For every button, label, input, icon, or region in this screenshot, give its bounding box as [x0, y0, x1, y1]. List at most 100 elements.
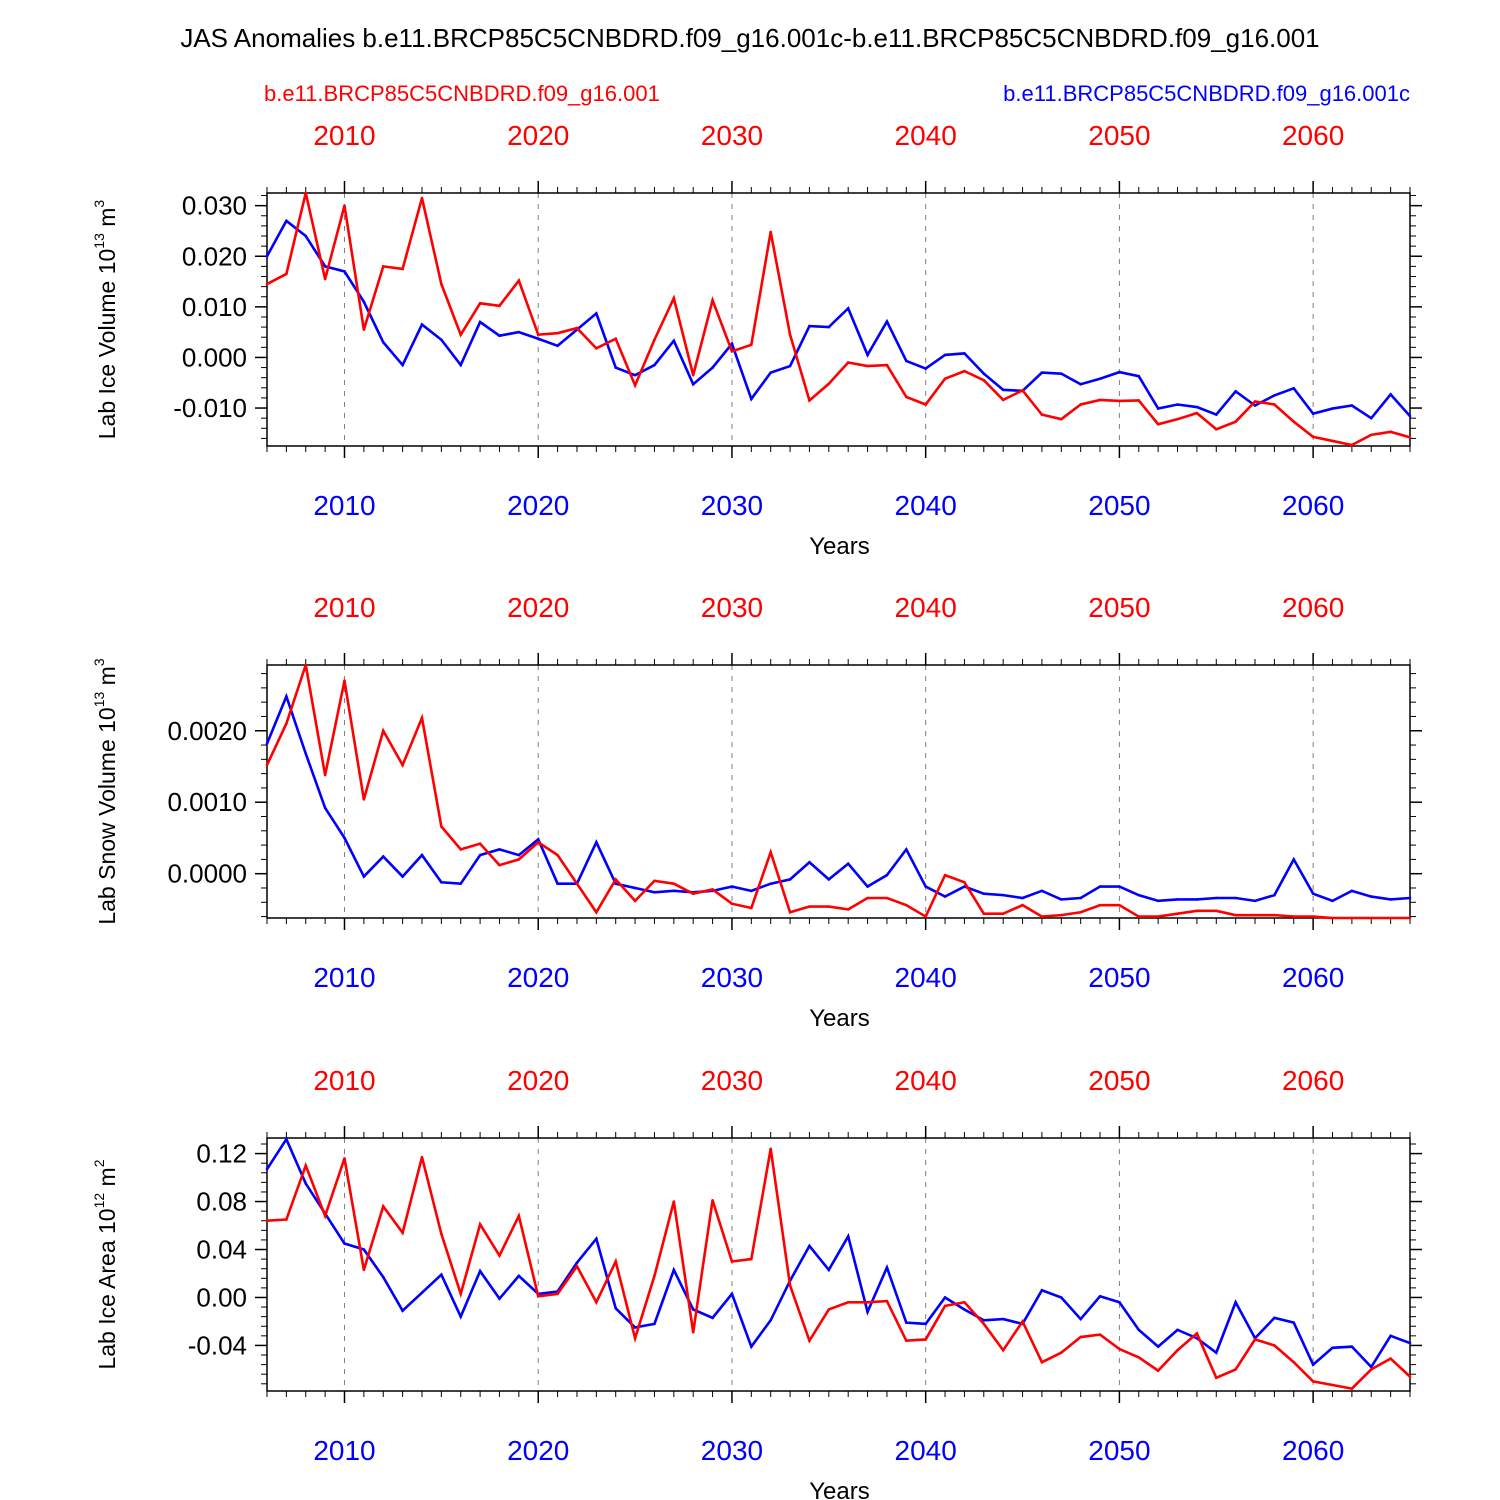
data-point: [1040, 1288, 1044, 1292]
y-tick-label: 0.08: [196, 1187, 247, 1217]
data-point: [1118, 903, 1121, 907]
data-point: [440, 825, 443, 828]
data-point: [672, 1268, 676, 1272]
data-point: [1408, 1341, 1412, 1345]
data-point: [536, 337, 540, 341]
data-point: [440, 1273, 443, 1276]
data-point: [556, 331, 559, 335]
data-point: [1001, 1348, 1005, 1352]
data-point: [517, 330, 521, 334]
data-point: [982, 1318, 986, 1322]
data-point: [1350, 443, 1354, 447]
y-axis-label-text: m: [94, 208, 120, 234]
data-point: [750, 343, 753, 347]
data-point: [982, 378, 986, 382]
data-point: [1079, 910, 1082, 914]
data-point: [556, 1292, 559, 1296]
x-tick-label-top: 2040: [895, 592, 957, 623]
data-point: [750, 397, 753, 401]
data-point: [924, 1322, 927, 1326]
data-point: [788, 364, 792, 368]
x-tick-label-top: 2050: [1088, 120, 1150, 151]
data-point: [362, 875, 366, 878]
data-point: [420, 196, 424, 200]
y-axis-label: Lab Ice Volume 1013 m3: [91, 200, 120, 440]
data-point: [1001, 388, 1005, 392]
data-point: [362, 798, 366, 801]
data-point: [1369, 895, 1373, 898]
data-point: [265, 254, 269, 258]
x-tick-label-top: 2060: [1282, 120, 1344, 151]
data-point: [575, 1261, 579, 1264]
y-tick-label: -0.04: [188, 1330, 247, 1360]
data-point: [536, 838, 540, 841]
data-point: [381, 1275, 385, 1279]
data-point: [1040, 889, 1044, 893]
data-point: [1195, 411, 1199, 415]
data-point: [478, 1223, 482, 1226]
plot-frame: [266, 1137, 1411, 1392]
data-point: [1331, 439, 1334, 443]
data-point: [730, 342, 734, 346]
y-axis-label-superscript: 3: [91, 658, 107, 666]
x-tick-label-bottom: 2030: [701, 962, 763, 993]
x-tick-label-top: 2050: [1088, 1065, 1150, 1096]
y-tick-label: 0.0020: [167, 716, 247, 746]
data-point: [498, 863, 501, 867]
x-tick-label-top: 2040: [895, 120, 957, 151]
data-point: [362, 1268, 366, 1272]
data-point: [498, 304, 501, 308]
x-tick-label-bottom: 2010: [313, 1435, 375, 1466]
data-point: [866, 364, 869, 368]
data-point: [769, 230, 772, 234]
data-point: [691, 382, 695, 386]
data-point: [905, 359, 908, 363]
data-point: [304, 1182, 308, 1185]
series-line-blue: [265, 1136, 1411, 1370]
data-point: [963, 369, 966, 373]
data-point: [1292, 858, 1296, 861]
data-point: [672, 339, 676, 343]
data-point: [730, 885, 734, 888]
data-point: [304, 663, 308, 667]
data-point: [1156, 1345, 1160, 1348]
data-point: [285, 695, 288, 698]
data-point: [1273, 394, 1276, 397]
data-point: [653, 879, 656, 883]
data-point: [1331, 916, 1334, 920]
data-point: [1156, 422, 1160, 426]
data-point: [1253, 1338, 1257, 1341]
data-point: [711, 366, 714, 369]
data-point: [343, 836, 346, 840]
data-point: [1253, 400, 1257, 403]
data-point: [1273, 1316, 1276, 1320]
data-point: [1098, 398, 1102, 402]
panels: 2010 2010 2020 2020 2030 2030 2040 2040 2050 2050…: [91, 120, 1422, 1500]
x-tick-label-bottom: 2050: [1088, 1435, 1150, 1466]
data-point: [381, 340, 385, 344]
x-tick-label-top: 2060: [1282, 592, 1344, 623]
y-tick-label: 0.12: [196, 1139, 247, 1169]
data-point: [808, 399, 811, 402]
data-point: [459, 1292, 463, 1296]
data-point: [1098, 1294, 1102, 1298]
x-tick-label-top: 2050: [1088, 592, 1150, 623]
data-point: [285, 272, 288, 276]
data-point: [420, 853, 424, 857]
data-point: [536, 840, 540, 844]
data-point: [556, 344, 559, 348]
data-point: [1292, 1360, 1296, 1364]
x-tick-label-bottom: 2050: [1088, 962, 1150, 993]
data-point: [1156, 899, 1160, 903]
data-point: [1389, 898, 1392, 901]
data-point: [1059, 417, 1063, 421]
data-point: [595, 910, 598, 914]
data-point: [691, 1330, 695, 1334]
data-point: [323, 806, 327, 810]
data-point: [885, 896, 889, 900]
x-tick-label-bottom: 2060: [1282, 490, 1344, 521]
plot-frame: [266, 664, 1411, 919]
data-point: [1156, 1369, 1160, 1372]
data-point: [536, 333, 540, 336]
data-point: [924, 885, 927, 888]
